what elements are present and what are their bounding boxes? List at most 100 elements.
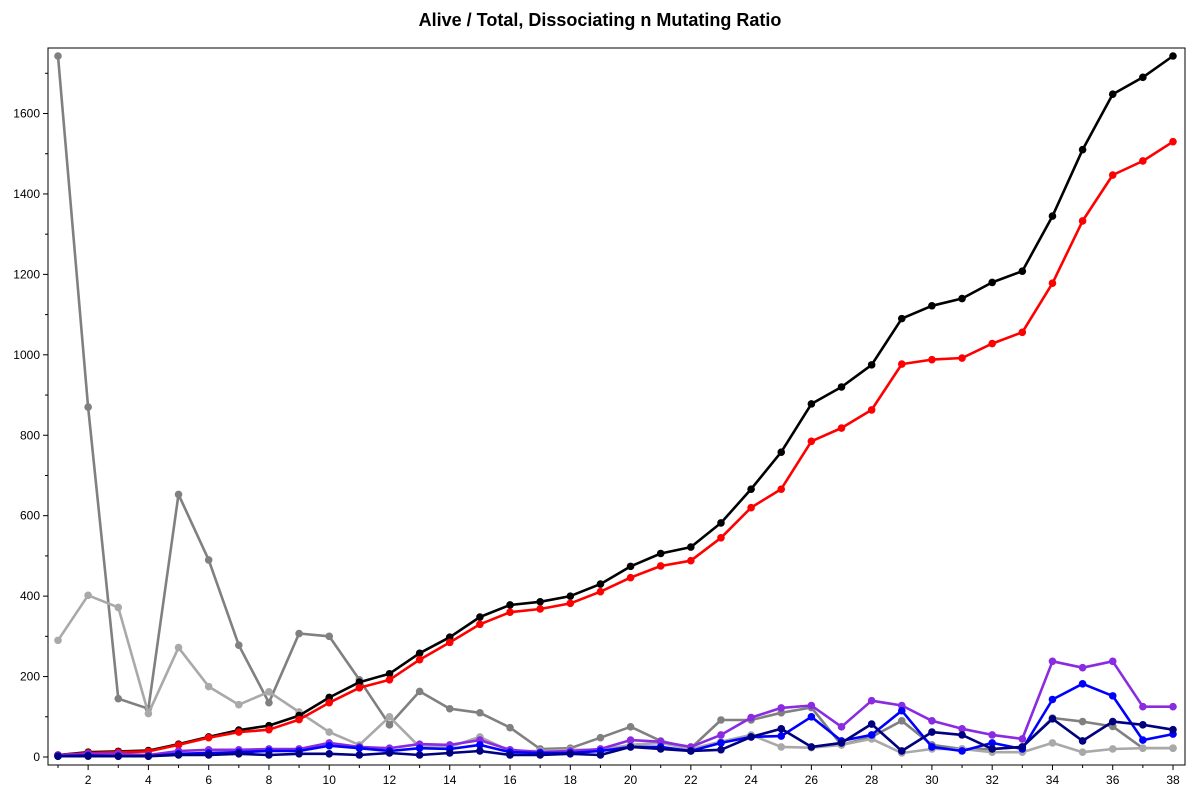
y-tick-label: 1400 [13,187,40,201]
data-point [415,687,424,696]
data-point [807,743,816,751]
data-point [958,725,966,733]
data-point [1048,739,1057,747]
series-line-1 [56,593,1173,755]
y-tick-label: 200 [20,670,40,684]
data-point [385,675,394,684]
y-tick-label: 600 [20,509,40,523]
x-tick-label: 18 [564,773,578,787]
x-tick-label: 16 [503,773,517,787]
data-point [687,747,695,755]
data-point [1048,714,1057,723]
data-point [445,638,454,647]
data-point [295,749,303,758]
y-tick-label: 1200 [13,267,40,281]
data-point [1169,702,1177,711]
data-point [928,301,936,310]
data-point [385,721,394,729]
data-point [1018,743,1027,751]
data-point [566,599,575,608]
data-point [174,490,183,499]
data-point [235,749,243,758]
data-point [114,694,123,703]
data-point [897,314,906,323]
data-point [687,556,695,565]
data-point [897,717,906,725]
data-point [355,684,364,692]
data-point [265,751,273,759]
data-point [174,741,183,749]
data-point [1139,157,1147,165]
data-point [1169,744,1177,752]
data-point [626,743,635,751]
data-point [747,503,755,512]
data-point [837,424,846,432]
data-point [325,741,334,750]
data-point [777,725,786,733]
y-tick-label: 1000 [13,348,40,362]
data-point [385,712,394,721]
data-point [988,339,996,348]
data-point [476,620,484,629]
data-point [1018,735,1027,743]
data-point [1139,736,1147,744]
data-point [1108,171,1117,179]
data-point [355,751,364,759]
data-point [144,752,153,760]
data-point [84,752,92,760]
data-point [717,739,725,747]
data-point [807,400,816,408]
data-point [747,485,755,493]
data-point [928,355,936,364]
x-tick-label: 4 [145,773,152,787]
data-point [717,716,725,724]
data-point [1078,145,1087,154]
data-point [807,437,816,446]
data-point [265,725,273,734]
data-point [897,360,906,368]
data-point [897,747,906,755]
data-point [1108,657,1117,666]
data-point [897,701,906,710]
data-point [265,698,273,707]
y-tick-label: 0 [33,750,40,764]
data-point [687,543,695,551]
x-tick-label: 6 [205,773,212,787]
data-point [415,649,424,658]
series-line-6 [58,717,1174,758]
data-point [325,693,334,702]
data-point [867,406,876,414]
data-point [1048,279,1057,288]
data-point [837,723,846,731]
data-point [325,749,334,758]
data-point [204,556,213,564]
data-point [988,731,996,739]
data-point [807,701,816,710]
x-tick-label: 12 [383,773,397,787]
data-point [325,632,334,641]
data-point [1108,90,1117,99]
data-point [1169,52,1177,60]
data-point [54,752,62,760]
data-point [777,732,786,740]
data-point [566,749,575,758]
data-point [1048,657,1057,666]
x-tick-label: 10 [323,773,337,787]
x-tick-label: 24 [744,773,758,787]
data-point [144,709,153,718]
data-point [84,403,92,411]
data-point [1108,717,1117,726]
data-point [1018,267,1027,275]
data-point [958,731,966,739]
data-point [204,751,213,759]
data-point [596,580,605,588]
data-point [295,629,303,638]
data-point [325,728,334,736]
series-line-5 [57,682,1174,758]
data-point [958,354,966,362]
data-point [1139,73,1147,82]
x-tick-label: 36 [1106,773,1120,787]
data-point [174,643,183,652]
data-point [325,698,334,707]
